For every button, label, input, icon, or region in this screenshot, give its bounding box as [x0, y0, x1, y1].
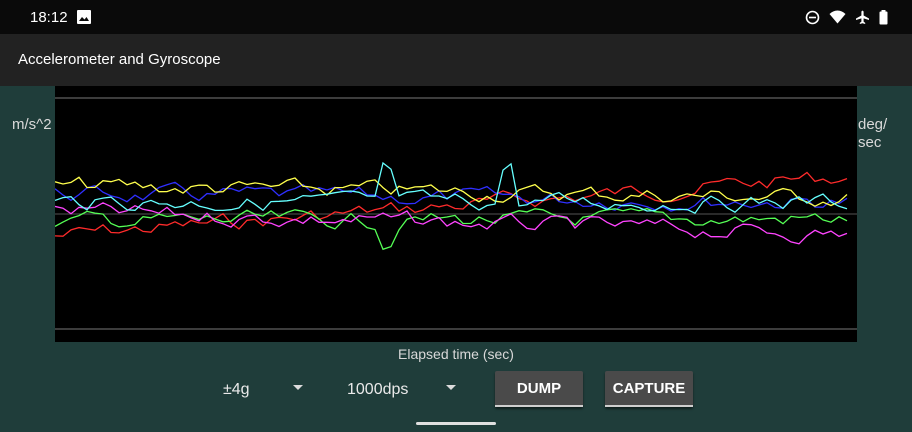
gyro-range-spinner[interactable]: 1000dps	[347, 376, 459, 404]
airplane-mode-icon	[856, 10, 869, 24]
green-trace	[55, 207, 848, 251]
gyro-unit-label: deg/ sec	[858, 116, 898, 152]
chevron-down-icon	[293, 385, 303, 390]
gyro-unit-line1: deg/	[858, 116, 888, 133]
app-title: Accelerometer and Gyroscope	[18, 51, 221, 68]
status-time: 18:12	[30, 9, 68, 26]
magenta-trace	[55, 202, 848, 245]
sensor-plot-canvas	[55, 97, 857, 330]
accel-range-spinner[interactable]: ±4g	[223, 376, 305, 404]
accel-unit-label: m/s^2	[12, 116, 52, 133]
gesture-nav-handle[interactable]	[416, 422, 496, 425]
battery-icon	[879, 9, 888, 24]
accel-range-value: ±4g	[223, 381, 250, 398]
yellow-trace	[55, 176, 848, 207]
cyan-trace	[55, 161, 848, 215]
dump-button[interactable]: DUMP	[495, 371, 583, 407]
wifi-icon	[829, 10, 846, 24]
app-bar: Accelerometer and Gyroscope	[0, 34, 912, 86]
status-icons	[805, 9, 888, 25]
sensor-traces	[55, 161, 848, 251]
chevron-down-icon	[446, 385, 456, 390]
capture-button[interactable]: CAPTURE	[605, 371, 693, 407]
status-bar: 18:12	[0, 0, 912, 34]
gyro-range-value: 1000dps	[347, 381, 409, 398]
x-axis-label: Elapsed time (sec)	[398, 346, 514, 362]
sensor-plot	[55, 86, 857, 342]
photo-icon	[77, 10, 91, 24]
do-not-disturb-icon	[805, 10, 820, 24]
red-trace	[55, 171, 848, 237]
gyro-unit-line2: sec	[858, 134, 882, 151]
